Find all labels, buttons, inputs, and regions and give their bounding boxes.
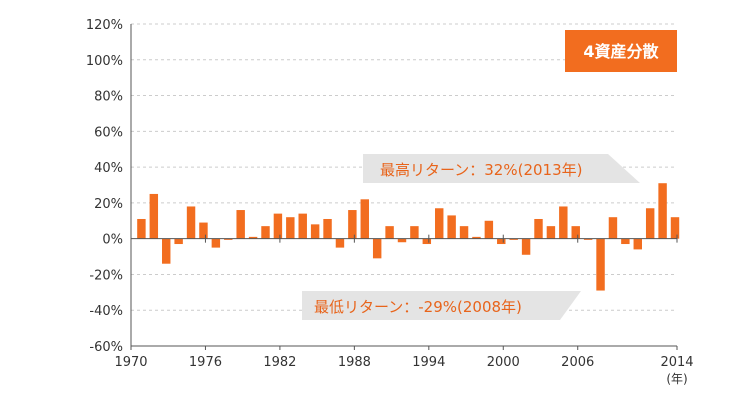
bar: [236, 210, 245, 239]
bar: [559, 206, 568, 239]
x-tick-label: 1982: [263, 355, 296, 370]
bar: [199, 222, 208, 239]
x-axis-unit-label: (年): [666, 372, 687, 386]
bar: [224, 238, 233, 240]
bar: [447, 215, 456, 239]
bars: [137, 183, 680, 291]
y-tick-label: -60%: [89, 340, 123, 355]
y-axis-tick-labels: 120% 100% 80% 60% 40% 20% 0% -20% -40% -60%: [86, 18, 123, 355]
bar: [410, 226, 419, 239]
x-tick-label: 1988: [338, 355, 371, 370]
y-tick-label: 80%: [94, 90, 123, 105]
bar: [658, 183, 667, 239]
bar: [385, 226, 394, 239]
bar: [608, 217, 618, 239]
bar: [645, 208, 655, 239]
bar: [348, 210, 357, 239]
x-tick-label: 2014: [660, 355, 693, 370]
bar: [174, 238, 183, 245]
bar: [335, 238, 345, 248]
x-tick-label: 1994: [412, 355, 445, 370]
x-tick-label: 1970: [114, 355, 147, 370]
bar: [360, 199, 369, 239]
y-tick-label: 60%: [94, 125, 123, 140]
bar: [298, 213, 307, 239]
max-callout-label: 最高リターン：32%(2013年): [380, 161, 582, 179]
bar: [509, 238, 518, 240]
bar: [286, 217, 295, 239]
y-tick-label: -20%: [89, 268, 123, 283]
bar: [162, 238, 171, 264]
y-tick-label: 40%: [94, 161, 123, 176]
bar: [435, 208, 444, 239]
badge-label: 4資産分散: [583, 42, 659, 61]
bar: [670, 217, 680, 239]
bar: [186, 206, 196, 239]
bar: [149, 193, 159, 239]
y-tick-label: 120%: [86, 18, 123, 33]
bar: [248, 236, 258, 239]
bar: [633, 238, 642, 250]
x-tick-label: 1976: [189, 355, 222, 370]
bar: [546, 226, 556, 239]
bar: [472, 236, 481, 239]
bar: [484, 220, 494, 239]
bar: [583, 238, 593, 240]
min-callout-label: 最低リターン：-29%(2008年): [314, 298, 522, 316]
bar: [323, 218, 332, 239]
bar: [521, 238, 531, 255]
y-tick-label: 20%: [94, 197, 123, 212]
y-tick-label: 0%: [102, 233, 123, 248]
bar: [137, 218, 146, 239]
bar: [397, 238, 407, 243]
bar: [372, 238, 382, 259]
badge-box: [565, 30, 677, 72]
bar: [310, 224, 320, 239]
bar: [621, 238, 630, 245]
x-tick-label: 2000: [487, 355, 520, 370]
max-callout-box: [363, 154, 640, 183]
bar: [459, 226, 469, 239]
bar: [596, 238, 605, 291]
x-tick-label: 2006: [561, 355, 594, 370]
y-tick-label: -40%: [89, 304, 123, 319]
bar: [422, 238, 432, 245]
bar: [273, 213, 283, 239]
min-callout-box: [302, 291, 581, 320]
bar: [211, 238, 221, 248]
bar: [497, 238, 506, 245]
bar: [571, 226, 580, 239]
bar: [534, 218, 543, 239]
x-axis-tick-labels: 1970 1976 1982 1988 1994 2000 2006 2014: [114, 355, 693, 370]
axes: [130, 24, 678, 350]
bar: [261, 226, 270, 239]
y-tick-label: 100%: [86, 54, 123, 69]
